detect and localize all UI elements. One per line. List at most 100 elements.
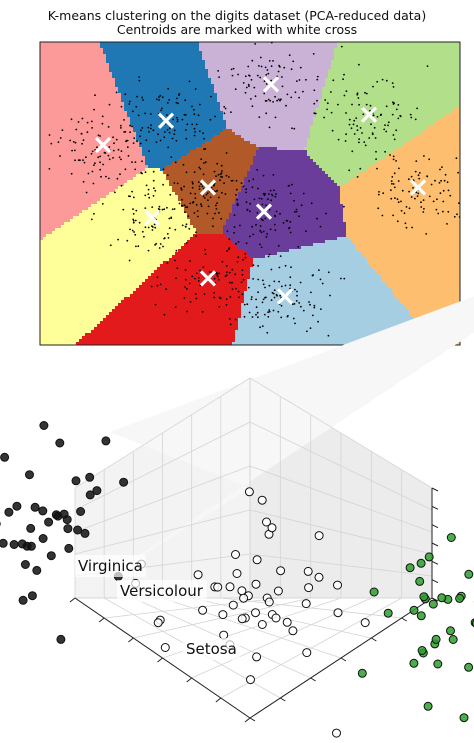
iris-point — [85, 490, 95, 500]
cluster-region — [40, 90, 119, 94]
cluster-region — [322, 96, 460, 100]
cluster-region — [40, 96, 122, 100]
cluster-region — [40, 210, 83, 214]
digit-point — [238, 296, 240, 299]
cluster-region — [145, 156, 182, 160]
cluster-region — [40, 324, 98, 328]
cluster-region — [331, 177, 353, 181]
digit-point — [172, 118, 175, 121]
digit-point — [253, 86, 256, 89]
digit-point — [235, 194, 237, 196]
cluster-region — [40, 321, 101, 325]
digit-point — [199, 103, 201, 106]
iris-point — [153, 618, 163, 628]
iris-point — [464, 569, 474, 579]
cluster-region — [382, 279, 460, 283]
digit-point — [50, 142, 53, 145]
digit-point — [395, 160, 397, 162]
centroid-cross — [262, 76, 280, 93]
digit-point — [249, 235, 251, 238]
digit-point — [93, 108, 95, 111]
cluster-region — [40, 63, 110, 67]
digit-point — [279, 255, 282, 257]
cluster-region — [226, 123, 314, 127]
digit-point — [202, 132, 205, 135]
digit-point — [326, 102, 329, 105]
digit-point — [267, 72, 270, 75]
digit-point — [188, 282, 191, 285]
digit-point — [178, 93, 181, 95]
digit-point — [345, 133, 347, 136]
axis-lines — [69, 487, 439, 723]
digit-point — [241, 293, 244, 296]
digit-point — [99, 161, 101, 164]
iris-point — [92, 486, 102, 496]
digit-point — [273, 189, 275, 192]
digit-point — [372, 114, 375, 117]
cluster-region — [40, 267, 158, 271]
digit-point — [259, 326, 261, 329]
digit-point — [176, 97, 178, 100]
cluster-region — [223, 228, 347, 232]
digit-point — [163, 237, 166, 239]
cluster-region — [247, 171, 326, 175]
cluster-region — [241, 312, 410, 316]
iris-point — [301, 599, 311, 609]
cluster-region — [136, 135, 215, 139]
cluster-region — [40, 255, 173, 259]
cluster-region — [97, 201, 182, 205]
iris-point — [271, 613, 281, 623]
cluster-region — [40, 51, 104, 55]
cluster-region — [217, 96, 323, 100]
digit-point — [289, 231, 292, 234]
cluster-region — [190, 237, 230, 241]
digit-point — [385, 79, 388, 82]
digit-point — [456, 213, 458, 216]
digit-point — [163, 136, 166, 139]
cluster-region — [310, 156, 386, 160]
digit-point — [186, 310, 188, 313]
digit-point — [199, 269, 202, 272]
cluster-region — [247, 279, 383, 283]
digit-point — [273, 223, 276, 226]
digit-point — [373, 126, 376, 129]
digit-point — [81, 142, 83, 145]
digit-point — [260, 197, 263, 200]
centroid-cross — [360, 106, 378, 123]
iris-point — [38, 534, 48, 543]
digit-point — [353, 133, 356, 135]
cluster-region — [142, 282, 248, 286]
cluster-region — [220, 102, 320, 106]
digit-point — [135, 209, 138, 212]
cluster-region — [343, 210, 460, 214]
cluster-region — [103, 48, 200, 52]
digit-point — [178, 94, 180, 97]
cluster-region — [325, 84, 460, 88]
digit-point — [138, 79, 141, 82]
digit-point — [400, 209, 403, 212]
cluster-region — [310, 126, 428, 130]
digit-point — [152, 179, 155, 182]
digit-point — [416, 107, 418, 110]
iris-point — [160, 643, 170, 652]
iris-point — [416, 611, 426, 621]
cluster-region — [40, 123, 131, 127]
cluster-region — [145, 162, 173, 166]
digit-point — [438, 181, 441, 184]
cluster-region — [40, 213, 80, 217]
iris-point — [228, 600, 238, 610]
digit-point — [245, 188, 248, 191]
cluster-region — [238, 324, 422, 328]
iris-point — [71, 476, 81, 486]
digit-point — [254, 95, 257, 98]
digit-point — [302, 90, 304, 93]
digit-point — [228, 271, 231, 274]
cluster-region — [244, 177, 332, 181]
digit-point — [410, 116, 413, 119]
digit-point — [141, 127, 144, 129]
digit-point — [260, 246, 263, 249]
digit-point — [337, 103, 339, 106]
cluster-region — [40, 252, 176, 256]
digit-point — [428, 195, 431, 198]
digit-point — [99, 168, 102, 171]
